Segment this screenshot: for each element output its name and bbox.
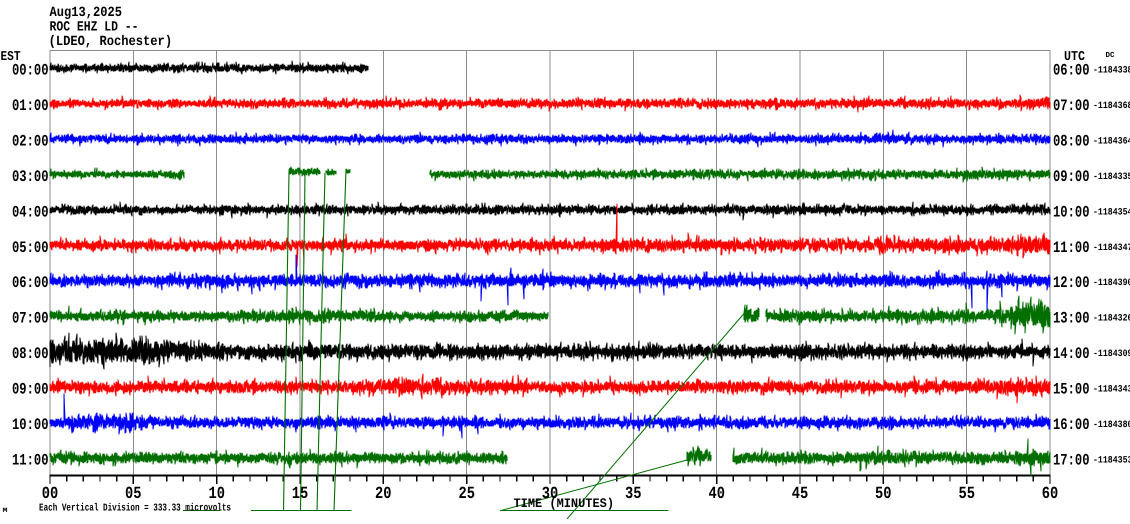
svg-text:08:00: 08:00 bbox=[12, 345, 49, 363]
svg-text:15:00: 15:00 bbox=[1053, 381, 1090, 399]
svg-text:10:00: 10:00 bbox=[1053, 203, 1090, 221]
svg-text:-1184380: -1184380 bbox=[1093, 419, 1130, 430]
svg-text:55: 55 bbox=[958, 485, 975, 504]
svg-text:-1184338: -1184338 bbox=[1093, 65, 1130, 76]
svg-text:-1184390: -1184390 bbox=[1093, 277, 1130, 288]
svg-text:40: 40 bbox=[708, 485, 725, 504]
svg-text:05:00: 05:00 bbox=[12, 239, 49, 257]
svg-text:TIME (MINUTES): TIME (MINUTES) bbox=[514, 496, 615, 511]
svg-text:35: 35 bbox=[625, 485, 642, 504]
svg-text:03:00: 03:00 bbox=[12, 168, 49, 186]
svg-text:M: M bbox=[3, 507, 8, 514]
svg-text:-1184364: -1184364 bbox=[1093, 135, 1130, 146]
svg-text:-1184335: -1184335 bbox=[1093, 171, 1130, 182]
svg-text:10: 10 bbox=[208, 485, 225, 504]
svg-text:00:00: 00:00 bbox=[12, 62, 49, 80]
svg-text:-1184309: -1184309 bbox=[1093, 348, 1130, 359]
svg-text:11:00: 11:00 bbox=[12, 452, 49, 470]
svg-text:14:00: 14:00 bbox=[1053, 345, 1090, 363]
svg-text:06:00: 06:00 bbox=[12, 274, 49, 292]
svg-text:09:00: 09:00 bbox=[1053, 168, 1090, 186]
svg-text:45: 45 bbox=[792, 485, 809, 504]
svg-text:30: 30 bbox=[542, 485, 559, 504]
svg-text:20: 20 bbox=[375, 485, 392, 504]
svg-text:10:00: 10:00 bbox=[12, 416, 49, 434]
svg-text:07:00: 07:00 bbox=[12, 310, 49, 328]
svg-text:(LDEO, Rochester): (LDEO, Rochester) bbox=[49, 34, 173, 50]
svg-text:13:00: 13:00 bbox=[1053, 310, 1090, 328]
svg-text:25: 25 bbox=[458, 485, 475, 504]
svg-text:-1184343: -1184343 bbox=[1093, 384, 1130, 395]
svg-text:08:00: 08:00 bbox=[1053, 132, 1090, 150]
svg-text:04:00: 04:00 bbox=[12, 203, 49, 221]
svg-text:09:00: 09:00 bbox=[12, 381, 49, 399]
svg-text:DC: DC bbox=[1106, 51, 1115, 60]
svg-text:-1184368: -1184368 bbox=[1093, 100, 1130, 111]
svg-text:-1184354: -1184354 bbox=[1093, 206, 1130, 217]
svg-text:ROC EHZ LD --: ROC EHZ LD -- bbox=[50, 20, 139, 36]
svg-text:07:00: 07:00 bbox=[1053, 97, 1090, 115]
svg-text:05: 05 bbox=[125, 485, 142, 504]
svg-text:01:00: 01:00 bbox=[12, 97, 49, 115]
svg-text:Each Vertical Division = 333.: Each Vertical Division = 333.33 microvol… bbox=[39, 503, 231, 515]
svg-text:50: 50 bbox=[875, 485, 892, 504]
svg-text:02:00: 02:00 bbox=[12, 132, 49, 150]
svg-text:00: 00 bbox=[42, 485, 59, 504]
svg-text:UTC: UTC bbox=[1064, 50, 1085, 65]
svg-text:60: 60 bbox=[1042, 485, 1059, 504]
svg-text:EST: EST bbox=[1, 50, 21, 65]
svg-text:11:00: 11:00 bbox=[1053, 239, 1090, 257]
svg-text:17:00: 17:00 bbox=[1053, 452, 1090, 470]
svg-text:12:00: 12:00 bbox=[1053, 274, 1090, 292]
svg-text:16:00: 16:00 bbox=[1053, 416, 1090, 434]
svg-text:-1184347: -1184347 bbox=[1093, 242, 1130, 253]
svg-text:Aug13,2025: Aug13,2025 bbox=[50, 5, 123, 21]
svg-text:-1184353: -1184353 bbox=[1093, 455, 1130, 466]
svg-text:06:00: 06:00 bbox=[1053, 62, 1090, 80]
svg-text:-1184326: -1184326 bbox=[1093, 313, 1130, 324]
svg-text:15: 15 bbox=[292, 485, 309, 504]
